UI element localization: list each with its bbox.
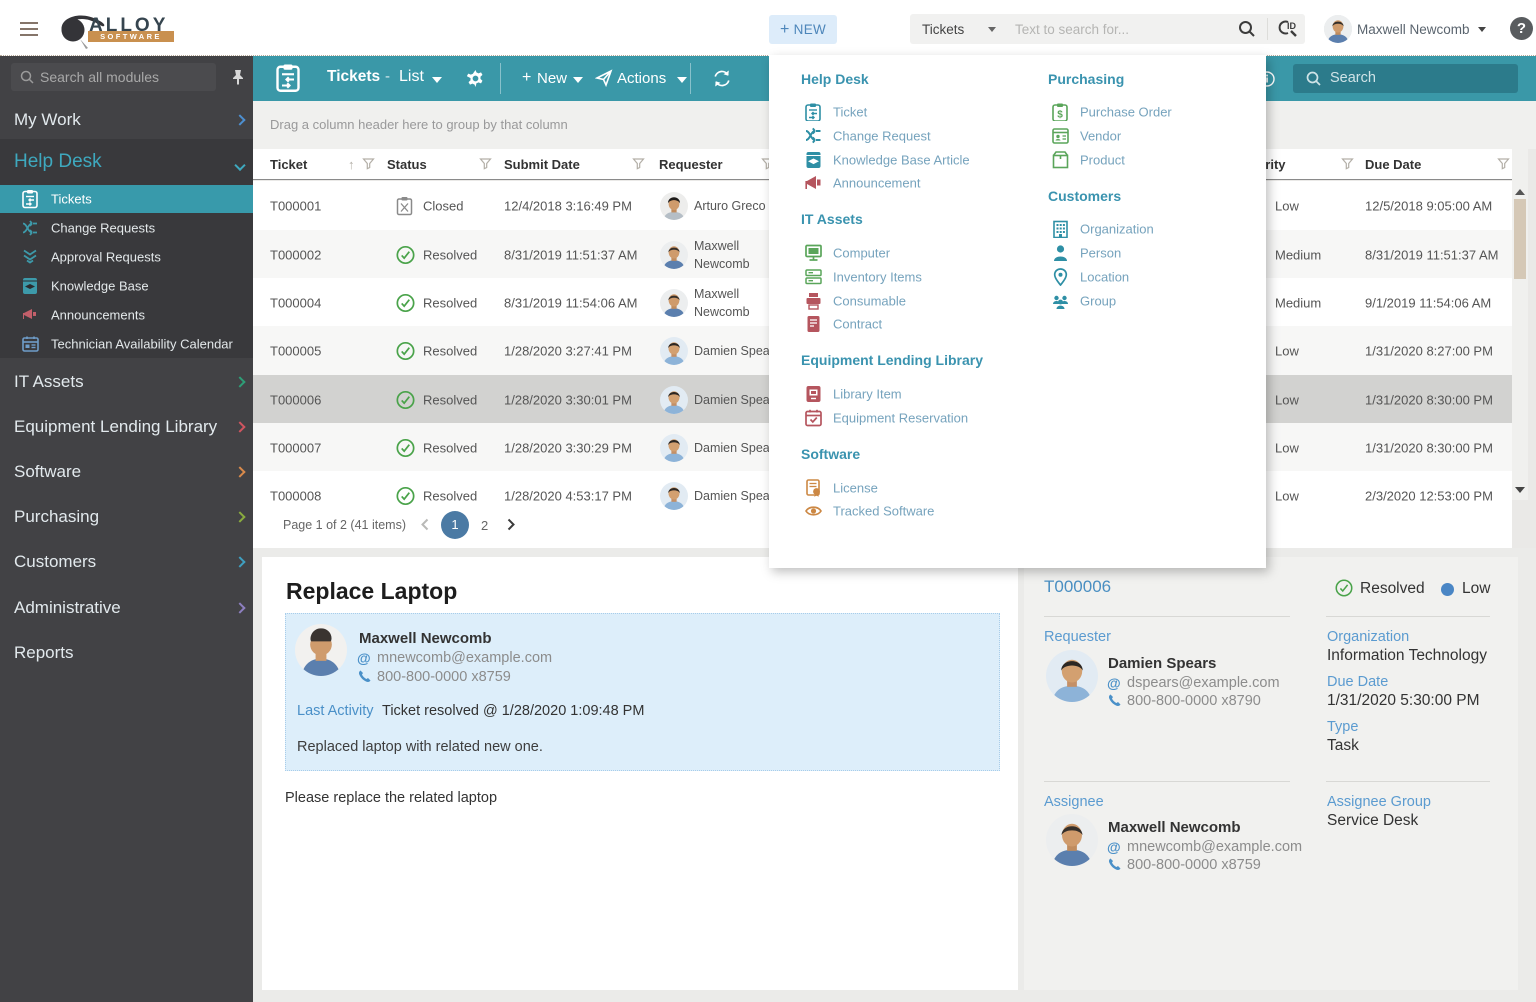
- svg-text:$: $: [1057, 110, 1063, 121]
- svg-text:ID: ID: [1287, 21, 1297, 31]
